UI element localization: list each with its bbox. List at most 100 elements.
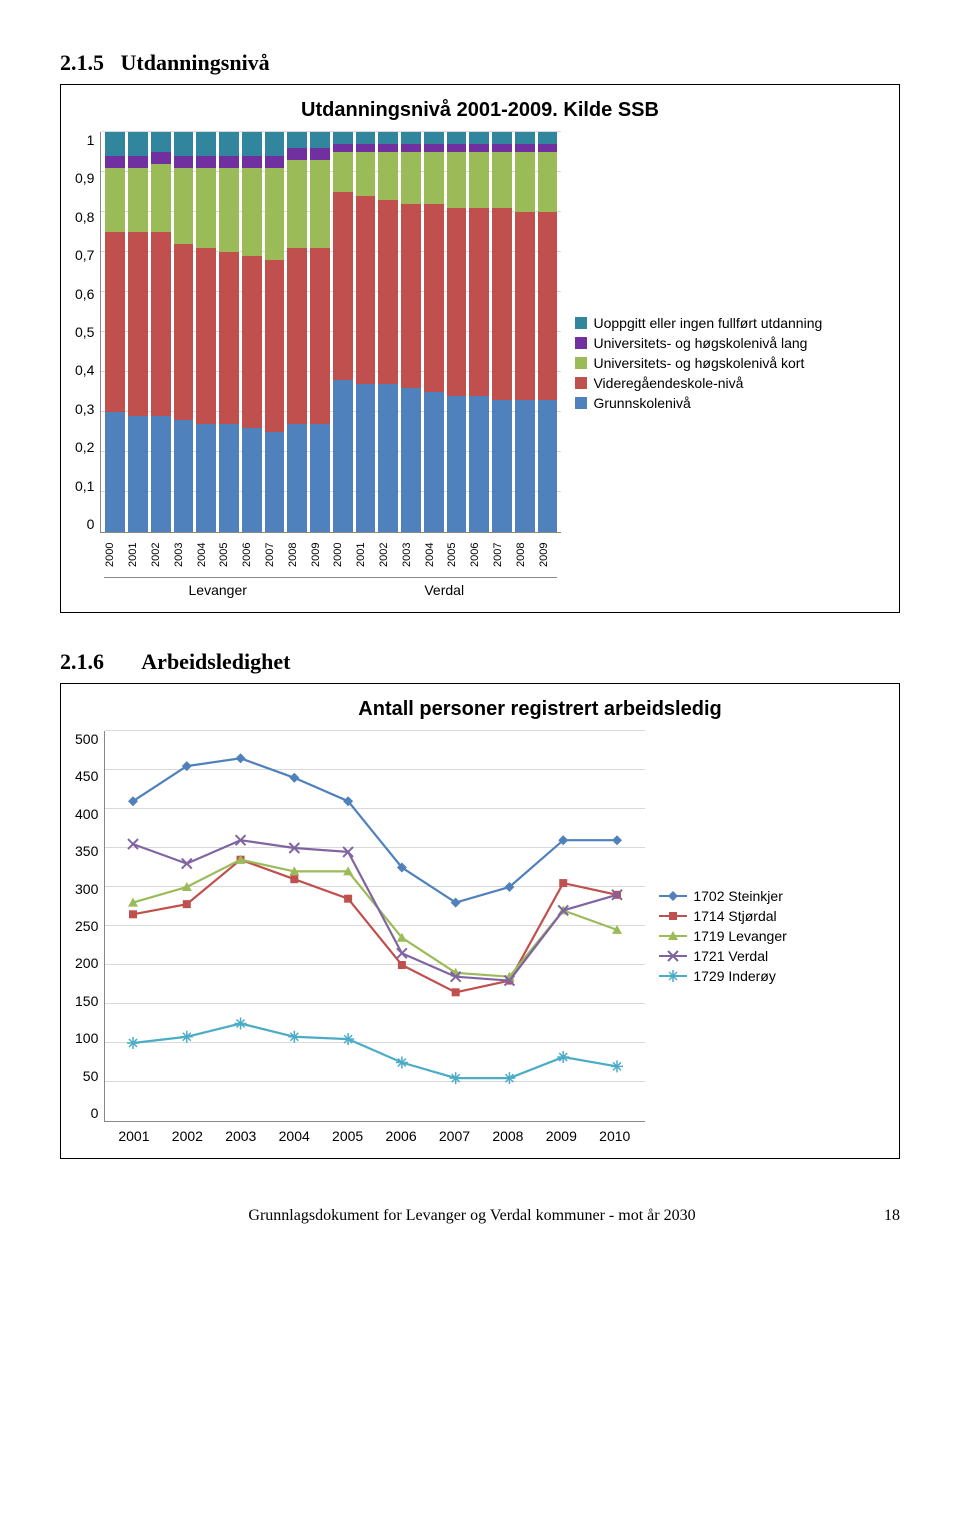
chart-2-legend: 1702 Steinkjer1714 Stjørdal1719 Levanger… [645,731,839,1144]
bar-segment [287,248,307,424]
bar-segment [151,232,171,416]
series-marker [450,1072,462,1084]
series-marker [290,773,300,783]
x-tick: 2000 [104,535,124,575]
legend-swatch [659,929,687,943]
bar-segment [105,132,125,156]
bar-segment [538,152,558,212]
x-tick: 2003 [225,1128,256,1144]
bar-segment [447,152,467,208]
series-line [133,840,617,980]
bar-segment [356,384,376,532]
bar-segment [287,148,307,160]
legend-label: Grunnskolenivå [593,395,690,411]
bar-segment [401,388,421,532]
bar-segment [174,420,194,532]
chart-2-box: Antall personer registrert arbeidsledig … [60,683,900,1159]
x-tick: 2006 [241,535,261,575]
bar-segment [333,192,353,380]
y-tick: 100 [75,1030,98,1046]
bar-segment [538,132,558,144]
x-group-label: Verdal [331,577,558,598]
series-line [133,1024,617,1079]
legend-swatch [575,377,587,389]
bar-segment [515,144,535,152]
bar-segment [287,160,307,248]
bar-segment [469,396,489,532]
x-tick: 2007 [439,1128,470,1144]
y-tick: 0,6 [75,286,94,302]
bar-segment [151,152,171,164]
y-tick: 350 [75,843,98,859]
bar-segment [538,212,558,400]
series-marker [504,1072,516,1084]
bar-segment [287,132,307,148]
x-tick: 2008 [515,535,535,575]
x-tick: 2001 [355,535,375,575]
bar-segment [128,132,148,156]
x-tick: 2005 [218,535,238,575]
bar-segment [424,144,444,152]
chart-2-y-axis: 500450400350300250200150100500 [75,731,104,1121]
bar-segment [242,256,262,428]
x-tick: 2001 [127,535,147,575]
y-tick: 50 [83,1068,99,1084]
legend-label: Videregåendeskole-nivå [593,375,743,391]
legend-item: Universitets- og høgskolenivå kort [575,355,855,371]
bar [424,132,444,532]
bar-segment [219,132,239,156]
legend-swatch [659,949,687,963]
series-marker [182,859,192,869]
chart-1-x-groups: LevangerVerdal [100,575,561,598]
x-tick: 2006 [385,1128,416,1144]
series-marker [182,882,192,891]
legend-item: 1714 Stjørdal [659,908,839,924]
y-tick: 0,5 [75,324,94,340]
bar-segment [492,400,512,532]
legend-swatch [659,969,687,983]
series-marker [289,1031,301,1043]
y-tick: 0,2 [75,439,94,455]
bar-segment [401,132,421,144]
bar [356,132,376,532]
bar-segment [105,156,125,168]
legend-swatch [659,889,687,903]
legend-label: Universitets- og høgskolenivå kort [593,355,804,371]
series-marker [236,753,246,763]
y-tick: 0 [87,516,95,532]
bar-segment [538,144,558,152]
legend-label: 1714 Stjørdal [693,908,776,924]
bar-segment [242,132,262,156]
bar-segment [538,400,558,532]
bar [310,132,330,532]
x-tick: 2005 [332,1128,363,1144]
bar-segment [310,424,330,532]
page-footer: Grunnlagsdokument for Levanger og Verdal… [60,1207,900,1225]
page-number: 18 [884,1207,900,1225]
legend-item: Grunnskolenivå [575,395,855,411]
x-tick: 2003 [401,535,421,575]
series-marker [560,879,568,887]
bar-segment [356,196,376,384]
x-tick: 2008 [492,1128,523,1144]
bar [242,132,262,532]
y-tick: 0,1 [75,478,94,494]
bar-segment [242,428,262,532]
bar-segment [196,132,216,156]
bar-segment [378,152,398,200]
bar-segment [333,132,353,144]
bar-segment [378,384,398,532]
series-marker [129,910,137,918]
bar-segment [492,152,512,208]
x-tick: 2000 [332,535,352,575]
bar-segment [310,132,330,148]
bar-segment [515,132,535,144]
bar-segment [424,392,444,532]
bar-segment [265,156,285,168]
y-tick: 0,3 [75,401,94,417]
series-line [133,860,617,993]
bar-segment [128,156,148,168]
bar [128,132,148,532]
section-number: 2.1.5 [60,50,104,75]
bar [151,132,171,532]
